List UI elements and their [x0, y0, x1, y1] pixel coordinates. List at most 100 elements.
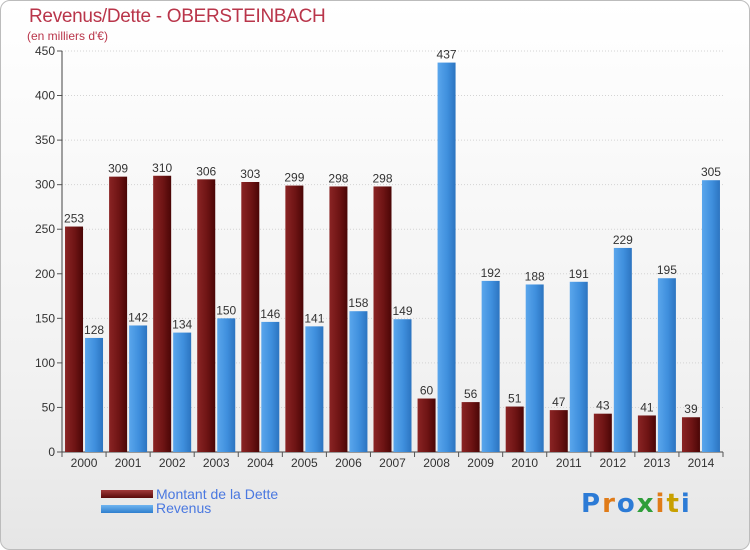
data-label: 309	[108, 162, 128, 176]
data-label: 310	[152, 161, 172, 175]
bar-revenus	[261, 321, 280, 452]
data-label: 298	[328, 171, 348, 185]
y-tick-label: 200	[35, 267, 55, 281]
x-tick-label: 2010	[511, 456, 538, 470]
x-tick-label: 2009	[467, 456, 494, 470]
bar-dette	[681, 417, 700, 452]
data-label: 150	[216, 303, 236, 317]
data-label: 303	[240, 167, 260, 181]
chart-title: Revenus/Dette - OBERSTEINBACH	[29, 6, 326, 27]
y-tick-label: 450	[35, 44, 55, 58]
legend-swatch-revenus	[101, 505, 153, 513]
x-tick-label: 2006	[335, 456, 362, 470]
bar-revenus	[349, 311, 368, 452]
data-label: 158	[348, 296, 368, 310]
chart-subtitle: (en milliers d'€)	[27, 29, 108, 43]
bar-revenus	[129, 325, 148, 452]
logo-letter: t	[666, 489, 681, 519]
x-tick-label: 2003	[203, 456, 230, 470]
logo-letter: o	[616, 489, 637, 519]
y-tick-label: 150	[35, 311, 55, 325]
data-label: 128	[84, 323, 104, 337]
bar-revenus	[569, 281, 588, 452]
x-tick-label: 2000	[71, 456, 98, 470]
bar-dette	[285, 185, 304, 452]
bar-dette	[241, 181, 260, 452]
data-label: 39	[684, 402, 698, 416]
bar-revenus	[217, 318, 236, 452]
y-tick-label: 50	[42, 400, 56, 414]
legend-label-revenus: Revenus	[156, 500, 212, 516]
data-label: 134	[172, 318, 192, 332]
data-label: 253	[64, 212, 84, 226]
x-tick-label: 2012	[599, 456, 626, 470]
bar-revenus	[657, 278, 676, 452]
x-tick-label: 2007	[379, 456, 406, 470]
bar-dette	[329, 186, 348, 452]
y-tick-label: 0	[48, 445, 55, 459]
data-label: 298	[372, 171, 392, 185]
bar-revenus	[613, 247, 632, 452]
data-label: 229	[613, 233, 633, 247]
bar-revenus	[305, 326, 324, 452]
y-tick-label: 400	[35, 89, 55, 103]
bar-revenus	[525, 284, 544, 452]
logo-letter: r	[602, 489, 617, 519]
y-tick-label: 300	[35, 178, 55, 192]
logo-letter: x	[636, 489, 656, 519]
data-label: 41	[640, 400, 654, 414]
bar-dette	[417, 398, 436, 452]
x-tick-label: 2008	[423, 456, 450, 470]
y-tick-label: 100	[35, 356, 55, 370]
bar-revenus	[85, 337, 104, 452]
y-tick-label: 250	[35, 222, 55, 236]
bar-dette	[593, 413, 612, 452]
data-label: 305	[701, 165, 721, 179]
data-label: 299	[284, 171, 304, 185]
data-label: 306	[196, 164, 216, 178]
logo-letter: i	[680, 489, 692, 519]
data-label: 51	[508, 392, 522, 406]
bar-dette	[373, 186, 392, 452]
data-label: 146	[260, 307, 280, 321]
proxiti-logo: Proxiti	[581, 489, 692, 519]
bar-dette	[461, 402, 480, 452]
bar-revenus	[393, 319, 412, 452]
data-label: 43	[596, 399, 610, 413]
bar-revenus	[173, 332, 192, 452]
x-tick-label: 2004	[247, 456, 274, 470]
x-tick-label: 2014	[688, 456, 715, 470]
x-tick-label: 2011	[556, 456, 582, 470]
data-label: 141	[304, 311, 324, 325]
data-label: 60	[420, 384, 434, 398]
logo-letter: P	[581, 489, 603, 519]
bar-dette	[637, 415, 656, 452]
data-label: 437	[437, 48, 457, 62]
y-tick-label: 350	[35, 133, 55, 147]
x-tick-label: 2001	[115, 456, 142, 470]
data-label: 195	[657, 263, 677, 277]
x-tick-label: 2002	[159, 456, 186, 470]
data-label: 192	[481, 266, 501, 280]
legend-label-dette: Montant de la Dette	[156, 486, 279, 502]
bar-dette	[549, 410, 568, 452]
bar-dette	[109, 176, 128, 452]
bar-revenus	[437, 62, 456, 453]
data-label: 191	[569, 267, 589, 281]
bar-dette	[197, 179, 216, 452]
bar-revenus	[481, 280, 500, 452]
data-label: 142	[128, 310, 148, 324]
data-label: 56	[464, 387, 478, 401]
data-label: 47	[552, 395, 566, 409]
bar-dette	[505, 406, 524, 452]
data-label: 149	[392, 304, 412, 318]
logo-letter: i	[655, 489, 667, 519]
bar-dette	[153, 175, 172, 452]
data-label: 188	[525, 269, 545, 283]
bar-revenus	[701, 180, 720, 452]
x-tick-label: 2005	[291, 456, 318, 470]
bar-dette	[65, 226, 84, 452]
x-tick-label: 2013	[644, 456, 671, 470]
legend-swatch-dette	[101, 490, 153, 498]
